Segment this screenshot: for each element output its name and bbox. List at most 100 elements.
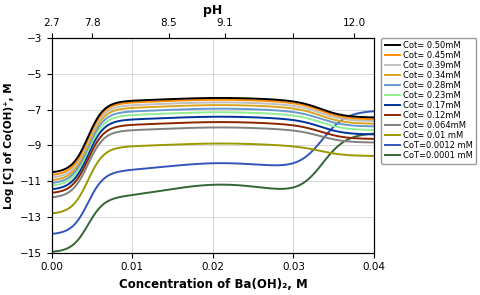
Cot= 0.01 mM	[186, 142, 192, 146]
Cot= 0.064mM	[371, 141, 376, 144]
Cot= 0.34mM	[105, 112, 110, 116]
Cot= 0.28mM	[364, 124, 370, 128]
Cot= 0.45mM	[85, 136, 91, 140]
Cot= 0.17mM	[85, 152, 91, 155]
Cot= 0.23mM	[105, 119, 110, 123]
Cot= 0.23mM	[364, 128, 370, 132]
Cot= 0.45mM	[105, 107, 110, 110]
Cot= 0.39mM	[49, 176, 55, 179]
Cot= 0.064mM	[172, 127, 178, 130]
Cot= 0.064mM	[85, 161, 91, 165]
Cot= 0.23mM	[85, 148, 91, 152]
Cot= 0.50mM	[364, 115, 370, 119]
Cot= 0.01 mM	[172, 143, 178, 146]
Cot= 0.23mM	[49, 184, 55, 187]
Cot= 0.17mM	[364, 132, 370, 136]
Cot= 0.01 mM	[85, 178, 91, 181]
Cot= 0.12mM	[364, 137, 370, 140]
Cot= 0.39mM	[217, 101, 223, 104]
Cot= 0.50mM	[172, 97, 178, 101]
Cot= 0.28mM	[85, 145, 91, 148]
Cot= 0.064mM	[186, 126, 192, 130]
Cot= 0.12mM	[49, 191, 55, 194]
Cot= 0.17mM	[217, 115, 223, 119]
Cot= 0.064mM	[217, 126, 223, 129]
Cot= 0.28mM	[105, 116, 110, 119]
Cot= 0.01 mM	[371, 154, 376, 158]
Cot= 0.01 mM	[330, 152, 336, 155]
CoT=0.0001 mM	[172, 187, 178, 190]
Cot= 0.17mM	[186, 115, 192, 119]
Legend: Cot= 0.50mM, Cot= 0.45mM, Cot= 0.39mM, Cot= 0.34mM, Cot= 0.28mM, Cot= 0.23mM, Co: Cot= 0.50mM, Cot= 0.45mM, Cot= 0.39mM, C…	[381, 38, 475, 164]
Cot= 0.34mM	[186, 104, 192, 107]
Cot= 0.45mM	[330, 113, 336, 117]
Cot= 0.01 mM	[217, 142, 223, 145]
Cot= 0.45mM	[186, 99, 192, 102]
Cot= 0.064mM	[105, 134, 110, 138]
CoT=0.0012 mM	[329, 126, 335, 129]
CoT=0.0012 mM	[85, 200, 91, 204]
Cot= 0.28mM	[172, 108, 178, 112]
Line: Cot= 0.34mM: Cot= 0.34mM	[52, 105, 373, 180]
X-axis label: Concentration of Ba(OH)₂, M: Concentration of Ba(OH)₂, M	[118, 278, 307, 291]
Cot= 0.12mM	[85, 157, 91, 160]
Cot= 0.50mM	[186, 97, 192, 100]
Cot= 0.34mM	[49, 178, 55, 182]
Line: Cot= 0.01 mM: Cot= 0.01 mM	[52, 144, 373, 213]
Cot= 0.45mM	[49, 173, 55, 177]
Cot= 0.28mM	[330, 121, 336, 124]
Cot= 0.39mM	[371, 119, 376, 123]
Cot= 0.17mM	[49, 187, 55, 191]
Cot= 0.17mM	[105, 124, 110, 127]
Cot= 0.23mM	[330, 124, 336, 128]
CoT=0.0012 mM	[105, 174, 110, 178]
Cot= 0.12mM	[105, 129, 110, 132]
CoT=0.0012 mM	[49, 232, 55, 236]
Cot= 0.17mM	[172, 116, 178, 119]
Cot= 0.01 mM	[364, 154, 370, 158]
Cot= 0.12mM	[172, 121, 178, 125]
CoT=0.0001 mM	[105, 200, 110, 203]
Cot= 0.17mM	[371, 133, 376, 136]
Cot= 0.50mM	[330, 111, 336, 115]
Cot= 0.12mM	[217, 120, 223, 124]
Cot= 0.34mM	[85, 142, 91, 145]
Cot= 0.39mM	[172, 102, 178, 105]
Line: Cot= 0.50mM: Cot= 0.50mM	[52, 98, 373, 172]
Cot= 0.50mM	[371, 116, 376, 119]
Cot= 0.28mM	[217, 107, 223, 110]
CoT=0.0001 mM	[364, 132, 370, 136]
Cot= 0.01 mM	[105, 150, 110, 154]
CoT=0.0012 mM	[364, 110, 370, 114]
Cot= 0.12mM	[371, 137, 376, 141]
Line: CoT=0.0012 mM: CoT=0.0012 mM	[52, 111, 373, 234]
CoT=0.0001 mM	[371, 132, 376, 135]
Cot= 0.34mM	[330, 118, 336, 121]
Cot= 0.064mM	[330, 137, 336, 141]
Cot= 0.28mM	[371, 124, 376, 128]
Line: Cot= 0.064mM: Cot= 0.064mM	[52, 127, 373, 197]
Cot= 0.28mM	[186, 107, 192, 111]
Cot= 0.01 mM	[49, 212, 55, 215]
CoT=0.0001 mM	[85, 222, 91, 226]
CoT=0.0012 mM	[172, 164, 178, 168]
Line: Cot= 0.39mM: Cot= 0.39mM	[52, 102, 373, 178]
Cot= 0.39mM	[364, 119, 370, 123]
Cot= 0.12mM	[330, 133, 336, 137]
Y-axis label: Log [C] of Co(OH)⁺, M: Log [C] of Co(OH)⁺, M	[4, 82, 14, 209]
Cot= 0.39mM	[186, 101, 192, 105]
Cot= 0.50mM	[85, 134, 91, 138]
Cot= 0.50mM	[105, 105, 110, 109]
Cot= 0.34mM	[364, 122, 370, 125]
Cot= 0.45mM	[217, 98, 223, 101]
Cot= 0.064mM	[364, 141, 370, 144]
CoT=0.0001 mM	[329, 149, 335, 153]
Line: Cot= 0.45mM: Cot= 0.45mM	[52, 100, 373, 175]
Cot= 0.39mM	[330, 115, 336, 119]
Cot= 0.23mM	[172, 112, 178, 115]
CoT=0.0012 mM	[186, 163, 192, 166]
Cot= 0.064mM	[49, 196, 55, 199]
Line: Cot= 0.12mM: Cot= 0.12mM	[52, 122, 373, 193]
CoT=0.0001 mM	[49, 250, 55, 254]
Cot= 0.45mM	[172, 99, 178, 102]
